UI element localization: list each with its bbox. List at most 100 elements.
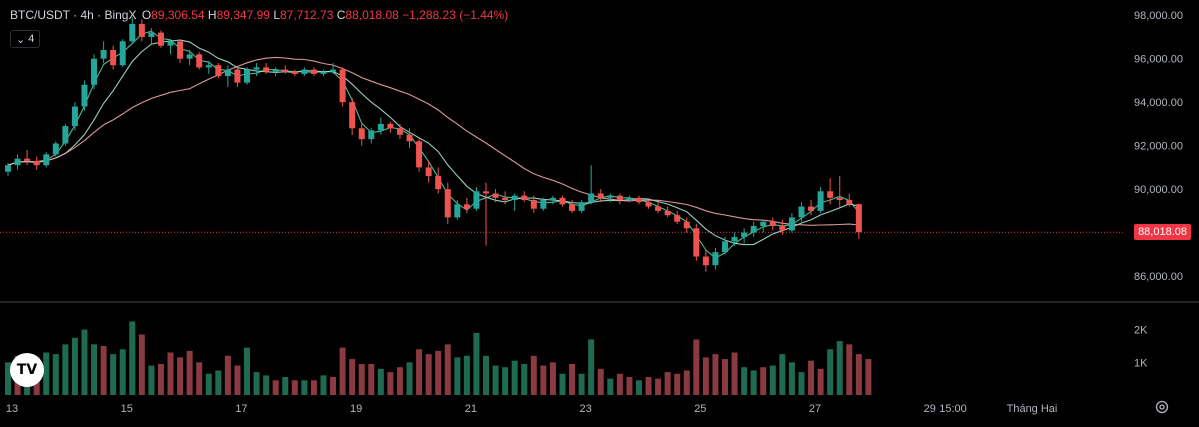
candle-body — [492, 193, 499, 198]
candle — [836, 176, 843, 207]
candle-body — [396, 128, 403, 135]
volume-bar — [100, 345, 107, 395]
volume-bar — [224, 355, 231, 395]
candle — [817, 186, 824, 214]
volume-bar — [291, 380, 298, 395]
candle — [129, 17, 136, 44]
candle — [14, 154, 21, 170]
volume-bar — [645, 377, 652, 395]
candle — [339, 67, 346, 107]
candle-body — [569, 204, 576, 211]
candle-body — [387, 123, 394, 129]
candle — [530, 195, 537, 214]
indicators-toggle-button[interactable]: ⌄ 4 — [10, 30, 41, 48]
candle-body — [148, 32, 155, 37]
candle — [377, 117, 384, 135]
volume-bar — [750, 370, 757, 395]
volume-bar — [81, 329, 88, 395]
candle — [91, 54, 98, 90]
volume-bar — [196, 362, 203, 395]
candle — [855, 203, 862, 239]
candle-body — [291, 71, 298, 74]
candle-body — [234, 69, 241, 83]
volume-bar — [492, 365, 499, 395]
candle-body — [559, 197, 566, 205]
candle — [186, 50, 193, 66]
volume-bar — [702, 357, 709, 395]
time-tick-label: Tháng Hai — [1007, 403, 1058, 415]
volume-bar — [244, 347, 250, 395]
volume-bar — [483, 355, 489, 395]
candle — [444, 182, 451, 224]
candle-body — [702, 256, 709, 266]
candle-body — [5, 165, 11, 172]
candle — [33, 156, 40, 170]
tradingview-logo[interactable]: TV — [10, 353, 44, 387]
candle-body — [693, 228, 700, 257]
candle-body — [272, 69, 279, 72]
open-value: 89,306.54 — [151, 8, 205, 22]
candle-body — [52, 143, 59, 155]
volume-bar — [511, 360, 518, 395]
candle-body — [760, 221, 767, 227]
candle — [626, 195, 633, 203]
candle — [196, 52, 203, 70]
volume-bar — [91, 344, 98, 395]
candle — [301, 67, 308, 77]
candle-body — [196, 54, 203, 68]
candle-body — [483, 191, 489, 194]
candle-body — [798, 206, 805, 218]
candle-body — [788, 217, 795, 231]
volume-bar — [827, 349, 834, 395]
candle-body — [263, 67, 270, 72]
gear-icon[interactable] — [1155, 400, 1169, 414]
candle — [215, 63, 222, 79]
candle-body — [597, 193, 604, 198]
candle-body — [320, 71, 327, 74]
volume-bar — [349, 359, 356, 395]
symbol-title: BTC/USDT · 4h · BingX — [10, 8, 137, 22]
volume-bar — [597, 368, 604, 395]
candle-body — [779, 226, 786, 231]
volume-bar — [205, 373, 212, 395]
price-tick-label: 90,000.00 — [1134, 184, 1183, 196]
candle-body — [463, 204, 470, 209]
candle-body — [664, 210, 671, 216]
volume-bar — [760, 367, 767, 395]
candle-body — [62, 126, 69, 144]
volume-bar — [148, 365, 155, 395]
candle-body — [358, 128, 365, 140]
time-tick-label: 15:00 — [939, 403, 967, 415]
close-value: 88,018.08 — [345, 8, 399, 22]
volume-bar — [253, 372, 260, 395]
volume-bar — [741, 367, 748, 395]
volume-bar — [416, 349, 423, 395]
volume-bar — [722, 359, 728, 395]
candle — [416, 139, 423, 172]
candle-body — [406, 134, 413, 142]
volume-bar — [62, 344, 69, 395]
symbol-legend: BTC/USDT · 4h · BingX O89,306.54 H89,347… — [10, 8, 508, 22]
volume-bar — [110, 354, 117, 395]
candle — [368, 128, 375, 144]
volume-bar — [435, 350, 442, 395]
candle-body — [769, 221, 776, 227]
time-tick-label: 13 — [6, 403, 18, 415]
candle-body — [855, 204, 862, 233]
candle — [760, 219, 767, 233]
volume-bar — [358, 363, 365, 395]
candle — [569, 200, 576, 214]
candle — [43, 152, 50, 168]
volume-bar — [339, 347, 346, 395]
volume-bar — [655, 378, 662, 395]
close-label: C — [336, 8, 346, 22]
volume-bar — [731, 352, 738, 395]
candle — [291, 69, 298, 77]
candle — [263, 63, 270, 74]
candle-body — [836, 197, 843, 200]
volume-bar — [855, 354, 862, 395]
volume-bar — [272, 380, 279, 395]
candle-body — [138, 23, 145, 37]
volume-bar — [559, 373, 566, 395]
